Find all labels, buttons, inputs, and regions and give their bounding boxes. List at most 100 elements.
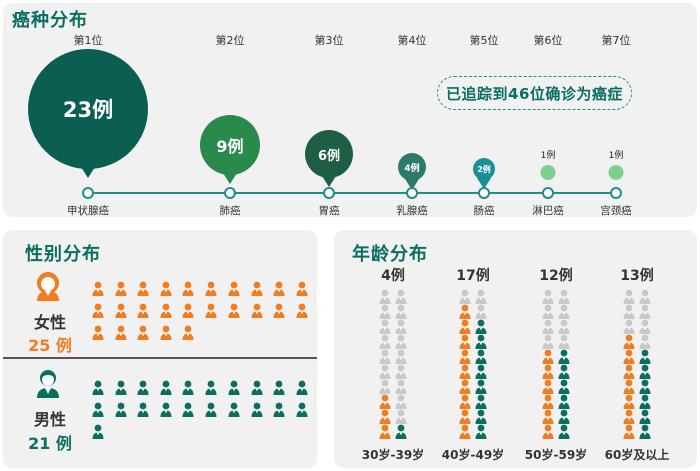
age-person-icon xyxy=(475,349,487,364)
female-person-icon xyxy=(115,281,127,296)
age-person-icon xyxy=(542,289,554,304)
age-person-icon xyxy=(459,394,471,409)
male-label: 男性 xyxy=(33,410,66,429)
cancer-name: 宫颈癌 xyxy=(600,205,632,217)
case-count-label: 1例 xyxy=(540,151,556,161)
male-person-icon xyxy=(92,402,104,417)
female-person-icon xyxy=(137,325,149,340)
age-person-icon xyxy=(379,379,391,394)
male-person-icon xyxy=(205,380,217,395)
age-group-label: 30岁-39岁 xyxy=(361,448,425,462)
age-person-icon xyxy=(379,364,391,379)
male-person-icon xyxy=(137,380,149,395)
female-count: 25 例 xyxy=(28,336,72,355)
timeline-node xyxy=(542,187,554,199)
male-person-icon xyxy=(115,380,127,395)
age-person-icon xyxy=(379,289,391,304)
male-person-icon xyxy=(182,402,194,417)
female-person-icon xyxy=(92,325,104,340)
age-person-icon xyxy=(379,409,391,424)
case-count-bubble: 23例 xyxy=(28,49,148,169)
age-person-icon xyxy=(542,334,554,349)
age-person-icon xyxy=(459,364,471,379)
timeline-node xyxy=(610,187,622,199)
age-person-icon xyxy=(542,319,554,334)
age-person-icon xyxy=(395,319,407,334)
rank-label: 第2位 xyxy=(215,34,245,47)
female-person-icon xyxy=(137,303,149,318)
case-count-bubble: 4例 xyxy=(398,153,426,181)
gender-distribution-panel xyxy=(3,230,317,468)
female-avatar-icon xyxy=(37,272,59,301)
age-person-icon xyxy=(558,379,570,394)
timeline-node xyxy=(406,187,418,199)
age-person-icon xyxy=(379,394,391,409)
female-person-icon xyxy=(92,281,104,296)
age-person-icon xyxy=(475,289,487,304)
age-person-icon xyxy=(395,424,407,439)
female-person-icon xyxy=(228,281,240,296)
female-person-icon xyxy=(115,325,127,340)
male-person-icon xyxy=(205,402,217,417)
age-person-icon xyxy=(459,304,471,319)
age-person-icon xyxy=(542,349,554,364)
age-person-icon xyxy=(395,334,407,349)
cancer-name: 胃癌 xyxy=(318,205,340,217)
age-group-label: 60岁及以上 xyxy=(604,448,670,462)
female-person-icon xyxy=(160,303,172,318)
age-group-count: 12例 xyxy=(539,268,573,284)
timeline-node xyxy=(224,187,236,199)
age-person-icon xyxy=(395,409,407,424)
age-person-icon xyxy=(623,289,635,304)
male-person-icon xyxy=(273,380,285,395)
age-person-icon xyxy=(475,319,487,334)
age-person-icon xyxy=(639,424,651,439)
male-person-icon xyxy=(182,380,194,395)
age-person-icon xyxy=(395,379,407,394)
age-person-icon xyxy=(475,409,487,424)
female-person-icon xyxy=(251,303,263,318)
age-person-icon xyxy=(623,379,635,394)
case-count-bubble: 6例 xyxy=(305,130,353,178)
age-person-icon xyxy=(379,304,391,319)
age-person-icon xyxy=(395,364,407,379)
age-person-icon xyxy=(379,424,391,439)
timeline-node xyxy=(323,187,335,199)
age-person-icon xyxy=(542,364,554,379)
cancer-name: 肠癌 xyxy=(473,205,495,217)
cancer-name: 淋巴癌 xyxy=(532,205,564,217)
rank-label: 第1位 xyxy=(73,34,103,47)
age-person-icon xyxy=(639,319,651,334)
female-person-icon xyxy=(182,303,194,318)
age-person-icon xyxy=(395,349,407,364)
female-person-icon xyxy=(205,281,217,296)
rank-label: 第3位 xyxy=(314,34,344,47)
male-person-icon xyxy=(228,380,240,395)
age-person-icon xyxy=(395,394,407,409)
rank-label: 第6位 xyxy=(533,34,563,47)
cancer-timeline xyxy=(88,192,616,194)
age-group-count: 4例 xyxy=(381,268,405,284)
male-person-icon xyxy=(296,402,308,417)
age-group-label: 50岁-59岁 xyxy=(524,448,588,462)
age-person-icon xyxy=(623,409,635,424)
age-person-icon xyxy=(639,304,651,319)
female-person-icon xyxy=(273,303,285,318)
age-person-icon xyxy=(558,349,570,364)
age-person-icon xyxy=(459,424,471,439)
gender-distribution-title: 性别分布 xyxy=(25,244,101,265)
case-count-dot xyxy=(608,165,624,180)
female-person-icon xyxy=(296,303,308,318)
age-person-icon xyxy=(475,334,487,349)
age-person-icon xyxy=(623,334,635,349)
male-person-icon xyxy=(296,380,308,395)
age-group-count: 13例 xyxy=(620,268,654,284)
age-person-icon xyxy=(395,304,407,319)
rank-label: 第5位 xyxy=(469,34,499,47)
case-count-bubble: 9例 xyxy=(200,115,260,175)
age-person-icon xyxy=(542,394,554,409)
male-person-icon xyxy=(160,402,172,417)
age-person-icon xyxy=(475,379,487,394)
female-person-icon xyxy=(92,303,104,318)
rank-label: 第7位 xyxy=(601,34,631,47)
